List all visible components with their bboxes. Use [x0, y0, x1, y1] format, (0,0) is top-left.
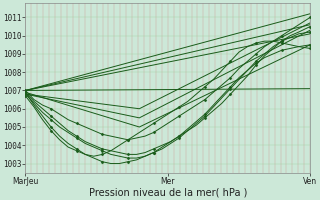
- X-axis label: Pression niveau de la mer( hPa ): Pression niveau de la mer( hPa ): [89, 187, 247, 197]
